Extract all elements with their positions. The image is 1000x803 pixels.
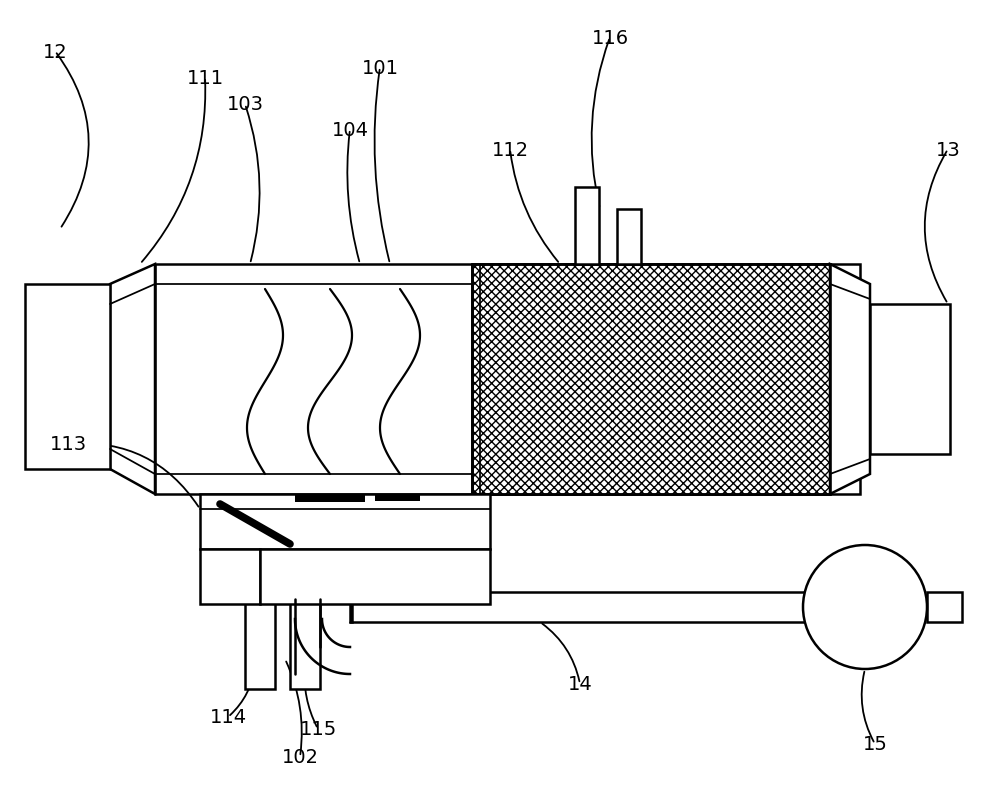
Text: 12: 12	[43, 43, 67, 61]
Text: 101: 101	[362, 59, 399, 77]
Bar	[810, 593, 870, 622]
Bar	[200, 549, 260, 604]
Text: 114: 114	[209, 707, 247, 727]
Bar	[927, 593, 962, 622]
Bar	[25, 284, 110, 470]
Text: 104: 104	[332, 120, 369, 140]
Text: 13: 13	[936, 141, 960, 159]
Bar	[870, 304, 950, 454]
Bar	[200, 495, 490, 549]
Bar	[295, 495, 365, 503]
Bar	[472, 265, 830, 495]
Text: 116: 116	[591, 28, 629, 47]
Polygon shape	[110, 265, 155, 495]
Text: 102: 102	[282, 748, 319, 767]
Bar	[617, 210, 641, 265]
Text: 113: 113	[49, 435, 87, 454]
Text: 111: 111	[186, 68, 224, 88]
Bar	[375, 495, 420, 501]
Text: 115: 115	[299, 719, 337, 739]
Bar	[290, 599, 320, 689]
Bar	[350, 593, 352, 622]
Bar	[575, 188, 599, 265]
Text: 15: 15	[863, 735, 887, 753]
Text: 103: 103	[227, 96, 264, 114]
Polygon shape	[830, 265, 870, 495]
Text: 14: 14	[568, 675, 592, 694]
Bar	[260, 549, 490, 604]
Bar	[245, 599, 275, 689]
Bar	[155, 265, 860, 495]
Bar	[472, 265, 830, 495]
Circle shape	[803, 545, 927, 669]
Text: 112: 112	[491, 141, 529, 159]
